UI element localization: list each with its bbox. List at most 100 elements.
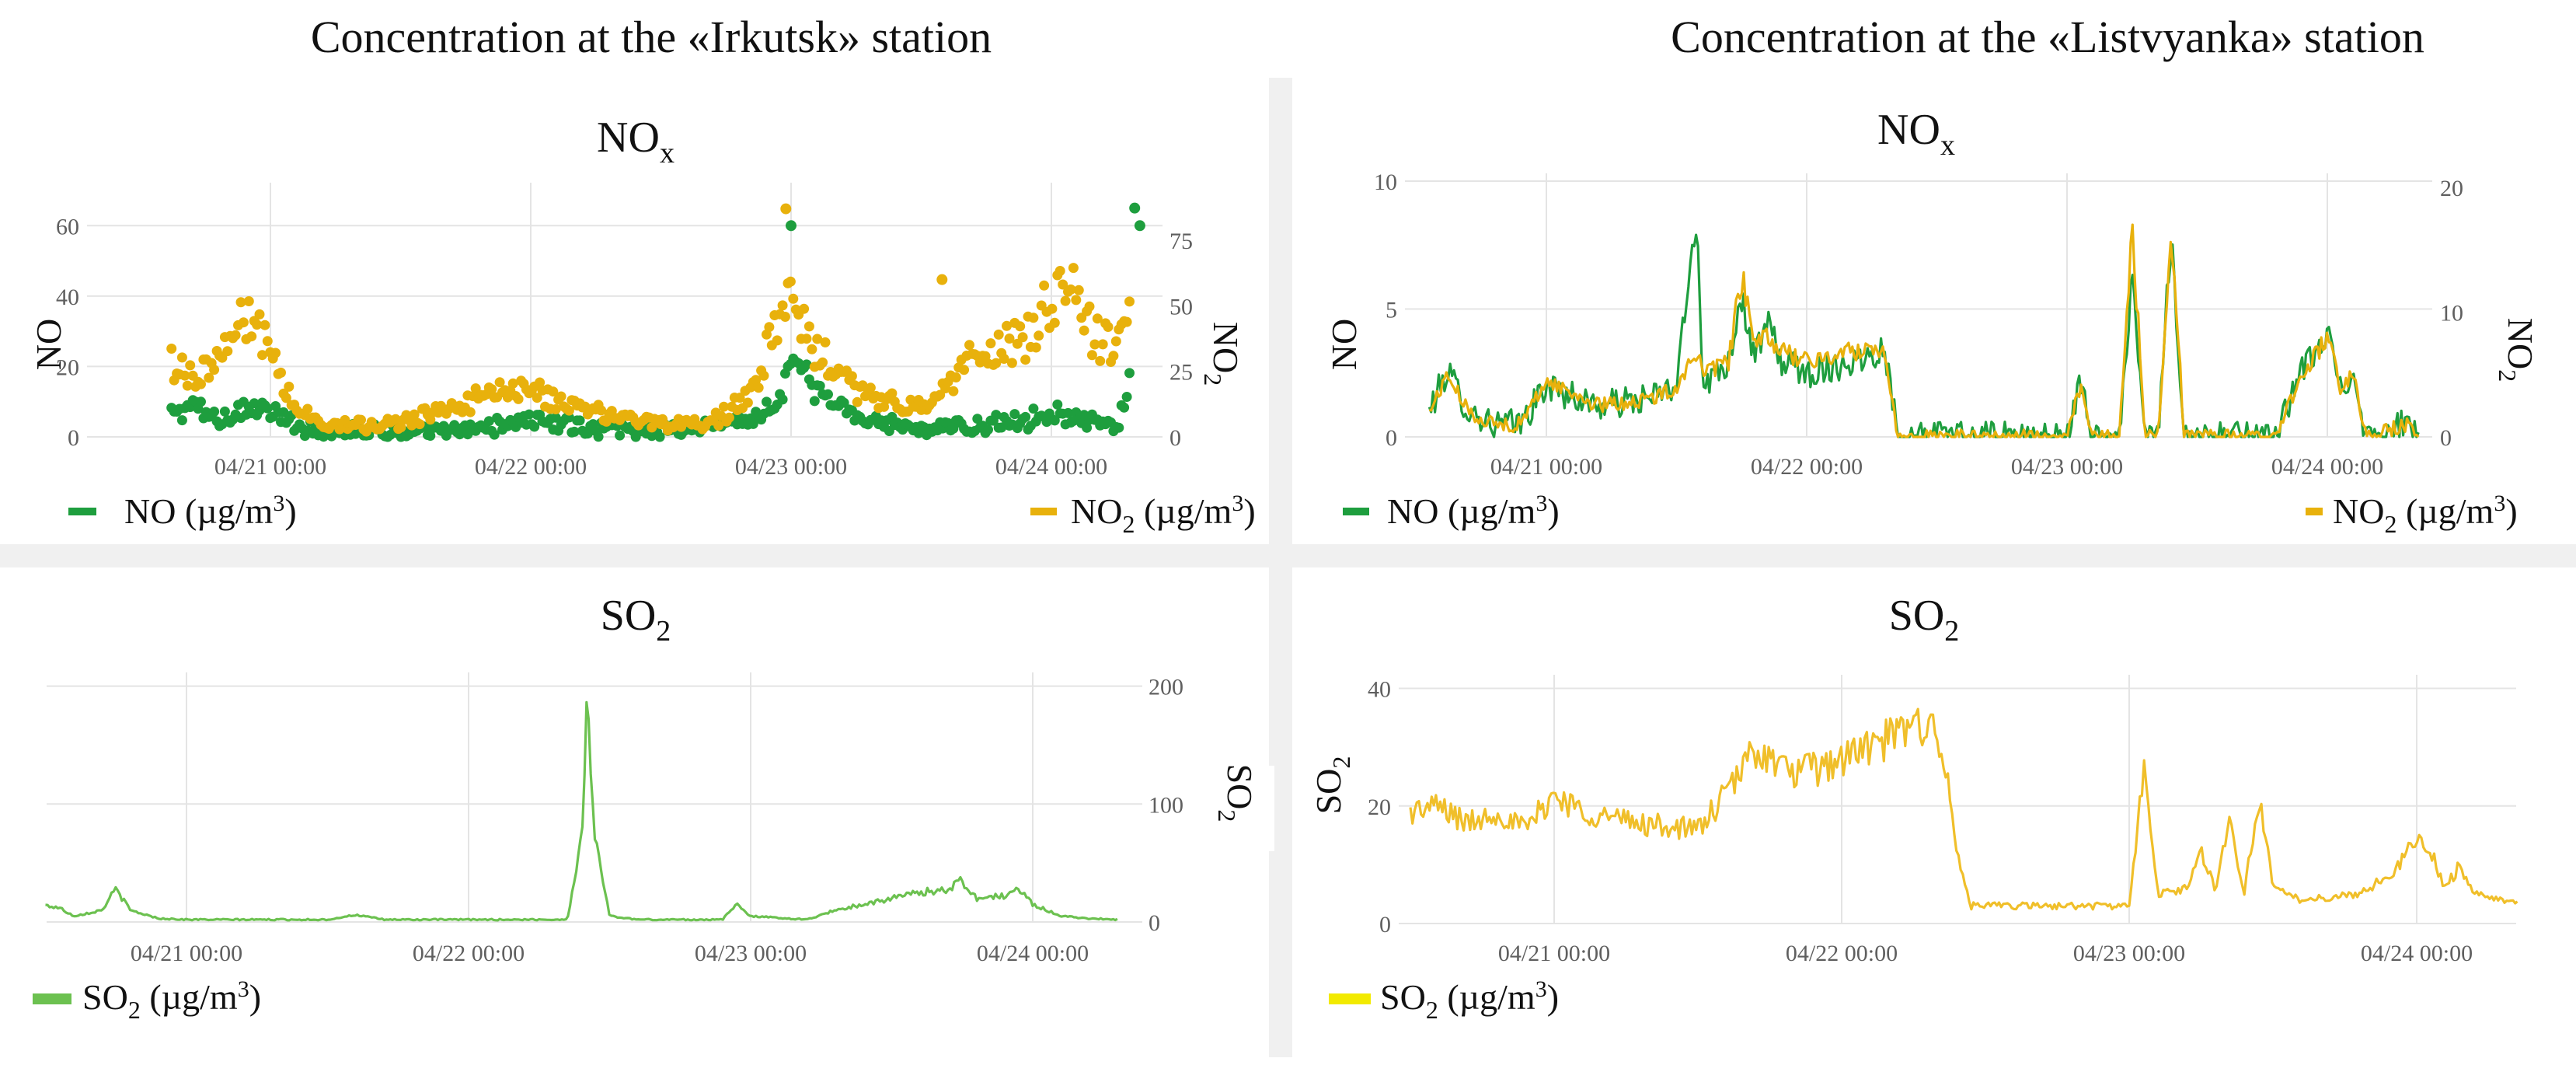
point-no (972, 414, 983, 424)
point-no2 (180, 370, 190, 381)
point-no (262, 403, 273, 414)
chart-listvyanka-nox: NOx 04/21 00:00 04/22 00:00 04/23 00:00 04/… (1324, 106, 2540, 538)
point-no (1134, 220, 1145, 232)
y-tick-label-left: 5 (1386, 298, 1397, 323)
legend-swatch-no[interactable] (68, 508, 96, 515)
point-no2 (1006, 358, 1017, 368)
point-no2 (1017, 332, 1028, 343)
y-tick-label-right: 0 (2440, 425, 2452, 451)
point-no2 (513, 393, 524, 404)
y-tick-label-left: 0 (1386, 425, 1397, 451)
point-no (1114, 422, 1124, 433)
point-no2 (785, 276, 796, 287)
point-no2 (807, 344, 817, 354)
point-no2 (257, 350, 267, 361)
x-tick-label: 04/23 00:00 (695, 941, 807, 966)
y-tick-label-left: 0 (1379, 912, 1391, 938)
point-no2 (166, 344, 177, 354)
point-no2 (548, 386, 559, 397)
x-tick-label: 04/22 00:00 (413, 941, 525, 966)
point-no (1028, 403, 1039, 414)
x-tick-label: 04/21 00:00 (1498, 941, 1610, 966)
legend-label-so2: SO2 (µg/m3) (82, 976, 261, 1024)
x-tick-label: 04/23 00:00 (2073, 941, 2185, 966)
point-no2 (252, 320, 263, 330)
point-no2 (1047, 303, 1058, 314)
point-no2 (596, 405, 607, 416)
point-no2 (780, 312, 790, 322)
point-no2 (1060, 295, 1071, 306)
y-tick-label-right: 0 (1149, 910, 1160, 936)
point-no (563, 412, 574, 423)
point-no (582, 428, 593, 439)
point-no2 (723, 412, 734, 423)
point-no2 (1089, 339, 1100, 350)
x-tick-label: 04/24 00:00 (2361, 941, 2473, 966)
legend-label-no: NO (µg/m3) (1387, 491, 1560, 531)
point-no (1082, 422, 1093, 433)
point-no2 (1124, 296, 1135, 307)
chart-title: NOx (597, 113, 675, 169)
point-no (278, 407, 289, 417)
point-no2 (209, 365, 220, 375)
point-no2 (801, 333, 812, 344)
point-no2 (1097, 339, 1108, 350)
point-no2 (964, 340, 974, 351)
point-no2 (1049, 317, 1060, 328)
point-no2 (1092, 313, 1103, 324)
point-no2 (959, 365, 970, 375)
x-tick-label: 04/23 00:00 (2011, 454, 2123, 480)
point-no2 (991, 358, 1002, 368)
point-no2 (1071, 295, 1082, 306)
point-no (823, 389, 833, 400)
point-no (809, 396, 820, 407)
chart-irkutsk-so2: SO2 04/21 00:00 04/22 00:00 04/23 00:00 04/… (33, 592, 1274, 1024)
point-no (569, 426, 580, 437)
point-no2 (262, 336, 273, 347)
point-no2 (260, 320, 270, 330)
x-tick-label: 04/23 00:00 (735, 454, 847, 480)
point-no (249, 398, 260, 409)
point-no (983, 424, 993, 435)
legend-swatch-so2[interactable] (33, 993, 71, 1004)
point-no2 (276, 367, 286, 378)
y-tick-label-left: 0 (68, 425, 79, 451)
chart-listvyanka-so2: SO2 04/21 00:00 04/22 00:00 04/23 00:00 04/… (1309, 592, 2518, 1024)
line-no (1427, 233, 2420, 438)
point-no2 (254, 309, 265, 320)
point-no2 (507, 378, 518, 389)
legend-label-so2: SO2 (µg/m3) (1380, 976, 1559, 1024)
point-no2 (1058, 279, 1068, 290)
legend-swatch-no2[interactable] (1030, 508, 1057, 515)
point-no2 (887, 388, 898, 399)
point-no2 (1015, 321, 1026, 332)
point-no2 (817, 357, 828, 368)
point-no2 (777, 300, 788, 311)
point-no2 (999, 354, 1009, 364)
legend-label-no2: NO2 (µg/m3) (2333, 491, 2518, 538)
point-no (786, 220, 797, 232)
point-no2 (879, 401, 890, 412)
y-tick-label-right: 100 (1149, 792, 1183, 818)
point-no2 (230, 330, 241, 340)
y-right-label: NO2 (1199, 322, 1246, 386)
point-no2 (950, 372, 961, 382)
legend-swatch-no[interactable] (1343, 508, 1369, 515)
point-no2 (1103, 322, 1114, 332)
point-no2 (196, 379, 206, 389)
point-no2 (751, 375, 762, 386)
point-no2 (753, 382, 764, 393)
y-tick-label-right: 75 (1169, 229, 1193, 254)
point-no2 (758, 370, 769, 381)
point-no2 (803, 321, 814, 332)
point-no (1052, 399, 1063, 410)
point-no2 (1121, 316, 1132, 327)
point-no2 (772, 335, 783, 346)
legend-swatch-no2[interactable] (2306, 508, 2323, 515)
point-no2 (1054, 266, 1065, 276)
point-no2 (852, 396, 863, 407)
point-no (550, 412, 561, 423)
y-tick-label-left: 40 (56, 285, 79, 310)
point-no2 (246, 331, 257, 342)
legend-swatch-so2[interactable] (1329, 993, 1371, 1004)
